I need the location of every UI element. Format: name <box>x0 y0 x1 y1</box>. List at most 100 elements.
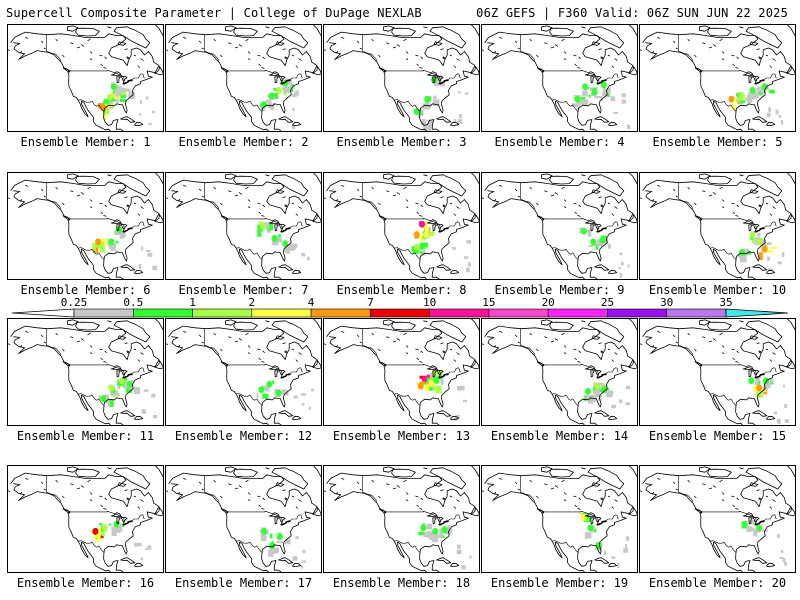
island-outline <box>403 38 407 42</box>
island-outline <box>137 506 141 509</box>
scp-cell <box>603 384 608 389</box>
island-outline <box>298 352 302 355</box>
island-outline <box>80 485 85 488</box>
coastline <box>284 204 288 208</box>
coastline <box>541 173 553 180</box>
scp-cell <box>773 411 777 415</box>
ensemble-member-caption: Ensemble Member: 3 <box>336 135 467 149</box>
colorbar-tick-label: 10 <box>423 297 436 309</box>
coastline <box>590 76 595 84</box>
scp-core <box>748 377 755 385</box>
island-outline <box>577 67 581 69</box>
coastline <box>587 320 625 343</box>
colorbar-segment <box>192 308 253 318</box>
island-outline <box>561 332 565 336</box>
coastline <box>595 76 602 82</box>
island-outline <box>657 37 661 39</box>
island-outline <box>247 492 251 495</box>
country-border <box>236 99 263 112</box>
scp-core <box>101 524 108 532</box>
coastline <box>67 466 79 473</box>
ensemble-member-panel <box>481 465 638 573</box>
coastline <box>117 482 127 487</box>
island-outline <box>62 202 65 206</box>
scp-cell <box>757 232 761 237</box>
island-outline <box>419 215 423 217</box>
island-outline <box>392 46 397 49</box>
scp-core <box>756 238 763 246</box>
island-outline <box>550 46 555 49</box>
coastline <box>590 224 595 232</box>
island-outline <box>43 488 46 491</box>
country-border <box>204 34 220 62</box>
coastline <box>67 319 79 326</box>
scp-cell <box>753 386 759 392</box>
island-outline <box>403 479 407 483</box>
scp-core <box>419 220 425 228</box>
island-outline <box>739 26 744 29</box>
coastline <box>432 76 437 84</box>
island-outline <box>386 42 390 45</box>
scp-cell <box>302 549 306 554</box>
island-outline <box>739 467 744 470</box>
scp-cell <box>781 120 784 125</box>
island-outline <box>137 213 141 216</box>
island-outline <box>335 199 339 202</box>
island-outline <box>554 485 559 488</box>
scp-cell <box>138 113 142 116</box>
coastline <box>312 25 321 37</box>
scp-cell <box>743 248 750 253</box>
island-outline <box>736 56 739 60</box>
ensemble-member-panel <box>7 172 164 280</box>
coastline <box>436 410 452 417</box>
coastline <box>600 350 604 354</box>
island-outline <box>687 332 690 336</box>
island-outline <box>89 345 93 348</box>
island-outline <box>378 348 381 352</box>
island-outline <box>265 467 270 470</box>
coastline <box>786 360 795 370</box>
island-outline <box>371 38 374 42</box>
island-outline <box>732 63 735 67</box>
country-border <box>46 475 62 503</box>
scp-cell <box>111 529 117 537</box>
scp-cell <box>758 252 763 261</box>
scp-cell <box>115 96 119 103</box>
island-outline <box>756 342 760 345</box>
coastline <box>391 175 416 185</box>
island-outline <box>257 54 261 57</box>
country-border <box>386 69 461 84</box>
island-outline <box>708 46 713 49</box>
coastline <box>437 224 444 230</box>
scp-cell <box>605 390 613 398</box>
scp-cell <box>784 561 787 566</box>
scp-cell <box>419 251 423 255</box>
island-outline <box>405 206 409 208</box>
island-outline <box>719 38 723 42</box>
scp-core <box>95 238 102 246</box>
island-outline <box>574 504 577 508</box>
scp-cell <box>607 243 611 249</box>
island-outline <box>371 479 374 483</box>
island-outline <box>675 341 678 344</box>
scp-core <box>421 375 428 383</box>
scp-cell <box>264 222 269 229</box>
coastline <box>383 319 395 326</box>
coastline <box>628 360 637 370</box>
scp-cell <box>257 230 262 237</box>
island-outline <box>403 332 407 336</box>
coastline <box>470 66 479 76</box>
scp-cell <box>768 379 774 384</box>
coastline <box>292 269 302 274</box>
coastline <box>429 174 467 197</box>
colorbar-segment <box>607 308 668 318</box>
island-outline <box>247 345 251 348</box>
coastline <box>699 466 711 473</box>
scp-cell <box>138 264 142 269</box>
scp-cell <box>776 534 780 538</box>
scp-core <box>100 395 107 402</box>
coastline <box>450 269 460 274</box>
scp-cell <box>598 382 603 385</box>
scp-core <box>756 524 763 532</box>
ensemble-member-caption: Ensemble Member: 17 <box>174 576 313 590</box>
